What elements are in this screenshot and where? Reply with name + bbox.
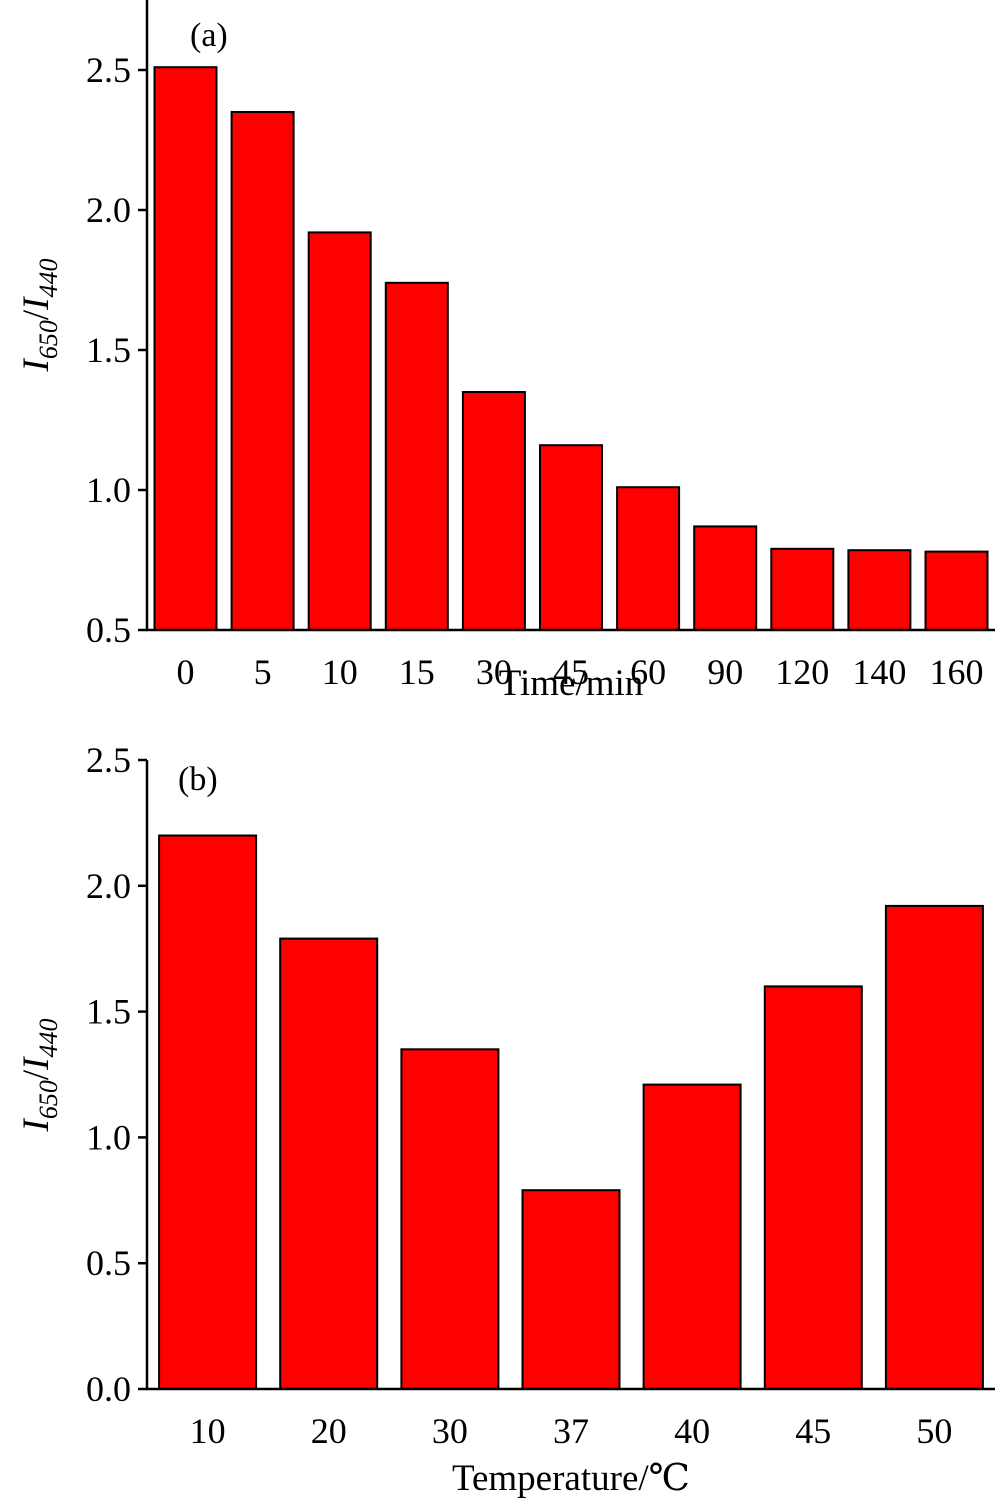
x-tick-label-a: 60 [630,652,666,692]
y-ticks-b: 0.0 0.5 1.0 1.5 2.0 2.5 [86,740,147,1409]
bar-b-10 [158,834,258,1390]
x-tick-label-a: 0 [177,652,195,692]
chart-panel-b: 0.0 0.5 1.0 1.5 2.0 2.5 10 20 30 37 40 45 50 (b) Te… [16,740,995,1499]
x-tick-label-b: 37 [553,1411,589,1451]
x-axis-label-b: Temperature/℃ [452,1458,690,1499]
y-tick-label-a: 0.5 [86,610,131,650]
bars-a [153,66,989,632]
y-tick-label-b: 0.5 [86,1243,131,1283]
y-axis-label-a: I650/I440 [16,259,63,373]
bar-b-37 [521,1189,621,1390]
bar-a-15 [384,281,449,631]
bar-a-90 [693,525,758,632]
y-tick-label-a: 1.0 [86,470,131,510]
y-tick-label-a: 2.0 [86,190,131,230]
y-tick-label-b: 2.0 [86,866,131,906]
y-tick-label-b: 2.5 [86,740,131,780]
bar-a-120 [770,547,835,631]
x-tick-label-a: 10 [322,652,358,692]
bar-a-30 [461,391,526,631]
panel-label-b: (b) [178,761,218,798]
bar-a-10 [307,231,372,631]
panel-label-a: (a) [190,17,228,54]
bar-a-160 [924,550,989,631]
bar-b-40 [642,1083,742,1390]
x-ticks-b: 10 20 30 37 40 45 50 [190,1411,953,1451]
x-tick-label-a: 45 [553,652,589,692]
x-axis-label-a: Time/min [499,663,644,704]
x-tick-label-a: 5 [254,652,272,692]
chart-panel-a: 0.51.01.52.02.5 0 5 10 15 30 45 60 90 120 140 160 … [16,0,995,704]
bar-b-30 [400,1048,500,1391]
x-tick-label-a: 160 [930,652,984,692]
x-tick-label-a: 30 [476,652,512,692]
x-tick-label-b: 45 [795,1411,831,1451]
x-tick-label-b: 50 [916,1411,952,1451]
x-tick-label-a: 15 [399,652,435,692]
bar-a-0 [153,66,218,631]
y-tick-label-b: 1.5 [86,992,131,1032]
bar-a-5 [230,111,295,631]
y-axis-label-b: I650/I440 [16,1019,63,1133]
x-tick-label-a: 90 [707,652,743,692]
y-tick-label-b: 1.0 [86,1117,131,1157]
x-ticks-a: 0 5 10 15 30 45 60 90 120 140 160 [177,652,984,692]
x-tick-label-b: 40 [674,1411,710,1451]
x-tick-label-a: 140 [852,652,906,692]
bar-b-45 [763,985,863,1391]
bars-b [158,834,984,1391]
x-tick-label-b: 10 [190,1411,226,1451]
y-tick-label-a: 2.5 [86,50,131,90]
y-ticks-a: 0.5 1.0 1.5 2.0 2.5 [86,50,147,650]
bar-a-60 [616,486,681,632]
bar-b-20 [279,937,379,1390]
y-tick-label-b: 0.0 [86,1369,131,1409]
bar-a-45 [539,444,603,632]
bar-a-140 [847,549,912,632]
x-tick-label-a: 120 [775,652,829,692]
x-tick-label-b: 30 [432,1411,468,1451]
y-tick-label-a: 1.5 [86,330,131,370]
x-tick-label-b: 20 [311,1411,347,1451]
bar-b-50 [884,904,984,1391]
